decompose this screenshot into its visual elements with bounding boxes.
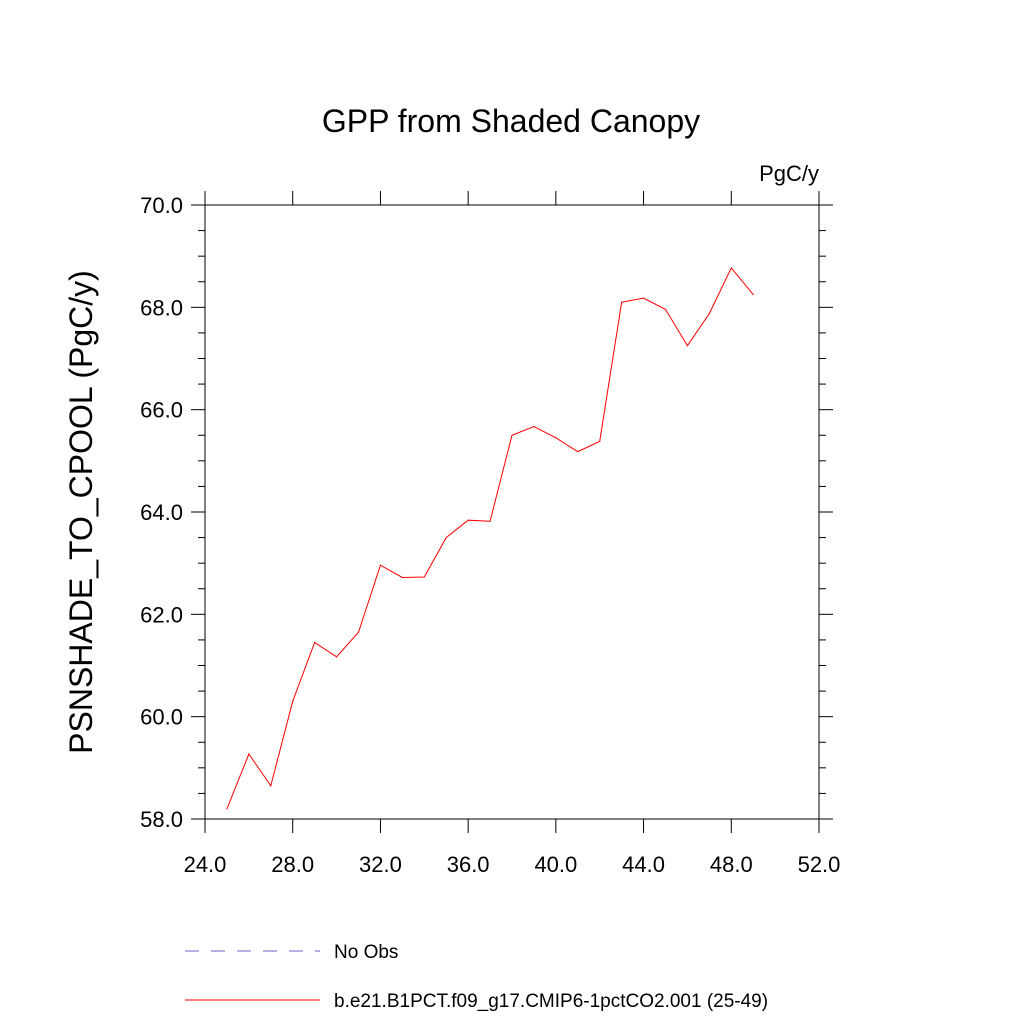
series-point	[270, 785, 272, 787]
series-point	[730, 267, 732, 269]
x-tick-label: 44.0	[622, 852, 665, 877]
series-point	[642, 297, 645, 299]
series-point	[511, 434, 513, 436]
y-tick-label: 60.0	[140, 705, 183, 730]
y-tick-label: 66.0	[140, 398, 183, 423]
series-point	[599, 440, 601, 442]
series-layer	[226, 267, 754, 810]
y-axis-label: PSNSHADE_TO_CPOOL (PgC/y)	[63, 270, 99, 754]
series-point	[357, 631, 360, 633]
series-point	[292, 700, 294, 702]
series-point	[708, 312, 710, 315]
series-point	[379, 564, 382, 566]
series-point	[314, 641, 316, 644]
series-point	[445, 536, 447, 539]
y-tick-label: 68.0	[140, 295, 183, 320]
series-point	[423, 576, 425, 578]
axis-tick-labels: 24.0 28.0 32.0 36.0 40.0 44.0 48.0 52.0 58.0 60.0…	[140, 193, 840, 877]
x-tick-label: 28.0	[271, 852, 314, 877]
series-point	[621, 301, 623, 303]
y-tick-label: 64.0	[140, 500, 183, 525]
series-point	[686, 345, 689, 347]
series-point	[752, 293, 754, 296]
x-tick-label: 32.0	[359, 852, 402, 877]
x-tick-label: 36.0	[447, 852, 490, 877]
legend-label-0: No Obs	[334, 942, 398, 963]
x-tick-label: 40.0	[534, 852, 577, 877]
y-tick-label: 62.0	[140, 602, 183, 627]
y-tick-label: 58.0	[140, 807, 183, 832]
series-point	[489, 520, 491, 522]
series-point	[577, 451, 579, 453]
y-tick-label: 70.0	[140, 193, 183, 218]
x-tick-label: 52.0	[798, 852, 841, 877]
legend: No Obs b.e21.B1PCT.f09_g17.CMIP6-1pctCO2.…	[185, 942, 768, 1012]
series-point	[248, 753, 250, 755]
series-point	[226, 808, 228, 810]
series-point	[401, 576, 403, 579]
series-point	[533, 425, 535, 428]
chart-title: GPP from Shaded Canopy	[322, 103, 700, 139]
x-tick-label: 24.0	[184, 852, 227, 877]
series-point	[335, 656, 338, 658]
chart-units: PgC/y	[759, 161, 819, 186]
series-point	[664, 308, 667, 310]
plot-frame	[204, 204, 820, 820]
legend-label-1: b.e21.B1PCT.f09_g17.CMIP6-1pctCO2.001 (2…	[334, 991, 768, 1012]
axis-ticks	[191, 191, 833, 833]
series-line-1	[226, 267, 754, 809]
series-point	[467, 519, 469, 521]
series-point	[555, 437, 557, 439]
x-tick-label: 48.0	[710, 852, 753, 877]
